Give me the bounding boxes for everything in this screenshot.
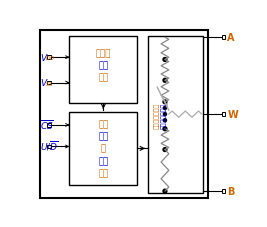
Bar xyxy=(69,37,137,104)
Text: 和: 和 xyxy=(101,144,106,153)
Circle shape xyxy=(163,79,167,83)
Text: $\overline{CS}$: $\overline{CS}$ xyxy=(40,118,54,131)
Text: $_{SS}$: $_{SS}$ xyxy=(45,79,54,89)
Circle shape xyxy=(163,148,167,152)
Text: 上电和: 上电和 xyxy=(96,49,111,58)
Text: 欠压: 欠压 xyxy=(98,61,108,70)
Text: $_{DD}$: $_{DD}$ xyxy=(45,54,55,63)
Bar xyxy=(47,145,51,149)
Circle shape xyxy=(163,119,167,122)
Bar xyxy=(222,113,225,116)
Bar xyxy=(40,31,208,198)
Text: 逻辑: 逻辑 xyxy=(98,168,108,177)
Text: 控制: 控制 xyxy=(98,73,108,82)
Bar xyxy=(222,36,225,40)
Circle shape xyxy=(163,107,167,110)
Bar xyxy=(47,56,51,60)
Bar xyxy=(222,189,225,193)
Bar xyxy=(148,37,203,194)
Text: 接口: 接口 xyxy=(98,132,108,141)
Text: W: W xyxy=(227,110,238,120)
Circle shape xyxy=(163,113,167,116)
Text: 滑动触发存储器: 滑动触发存储器 xyxy=(154,102,159,128)
Text: （寄存器阵列）: （寄存器阵列） xyxy=(161,102,167,128)
Text: A: A xyxy=(227,33,235,43)
Text: 双线: 双线 xyxy=(98,119,108,128)
Bar xyxy=(69,112,137,185)
Circle shape xyxy=(163,101,167,104)
Bar xyxy=(47,81,51,85)
Bar xyxy=(47,123,51,127)
Text: 控制: 控制 xyxy=(98,156,108,165)
Text: $V$: $V$ xyxy=(40,52,49,63)
Circle shape xyxy=(163,189,167,193)
Circle shape xyxy=(163,58,167,62)
Circle shape xyxy=(163,127,167,131)
Text: B: B xyxy=(227,186,235,196)
Text: $U/\overline{D}$: $U/\overline{D}$ xyxy=(40,139,59,153)
Text: $V$: $V$ xyxy=(40,77,49,88)
